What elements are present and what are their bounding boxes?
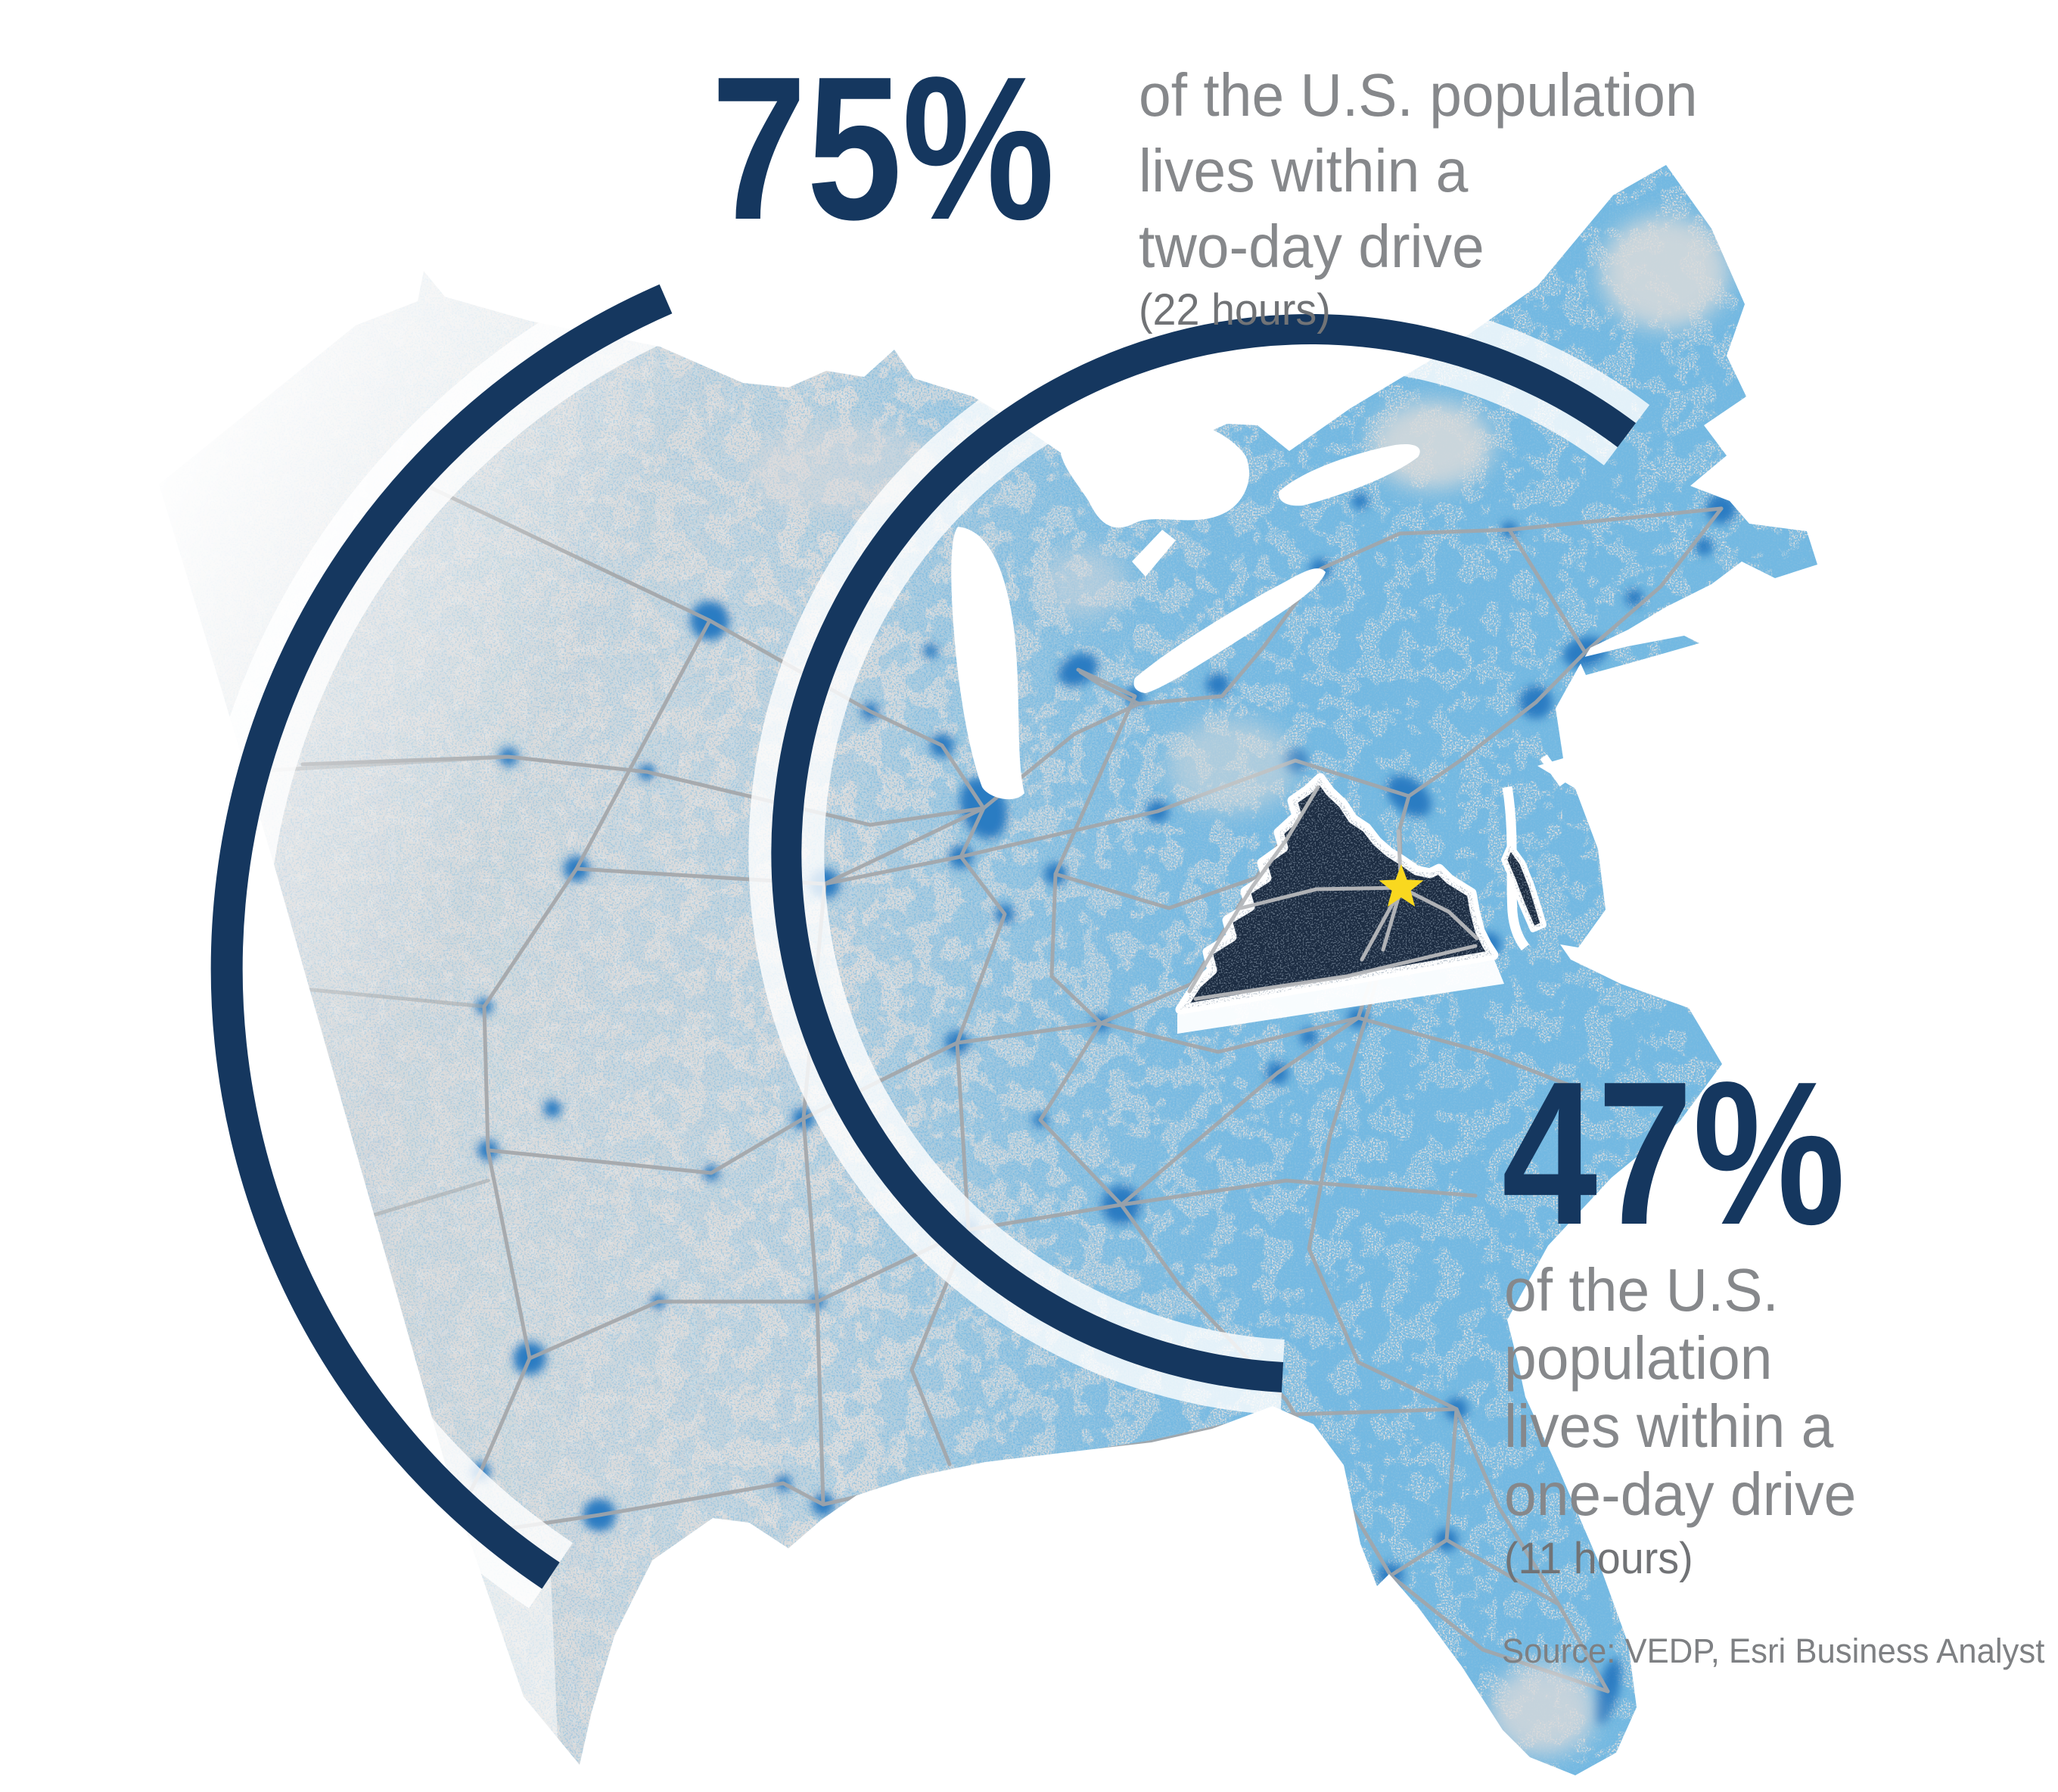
lake-huron bbox=[1061, 414, 1250, 528]
two-day-description: of the U.S. population lives within a tw… bbox=[1139, 58, 1698, 285]
source-text: Source: VEDP, Esri Business Analyst bbox=[1502, 1632, 2045, 1670]
one-day-percent: 47% bbox=[1502, 1040, 1845, 1268]
one-day-description: of the U.S. population lives within a on… bbox=[1504, 1256, 1856, 1529]
one-day-description-line: lives within a bbox=[1504, 1392, 1834, 1460]
delaware-bay bbox=[1540, 754, 1567, 787]
two-day-drive-arc bbox=[210, 284, 673, 1589]
two-day-description-line: of the U.S. population bbox=[1139, 61, 1698, 129]
saginaw-bay bbox=[1132, 530, 1176, 577]
one-day-description-line: one-day drive bbox=[1504, 1461, 1857, 1528]
one-day-description-line: of the U.S. bbox=[1504, 1256, 1779, 1324]
one-day-hours: (11 hours) bbox=[1504, 1534, 1693, 1583]
lake-erie bbox=[1133, 568, 1326, 693]
two-day-description-line: two-day drive bbox=[1139, 213, 1484, 280]
beyond-two-day-wash bbox=[0, 0, 666, 1792]
one-day-description-line: population bbox=[1504, 1324, 1773, 1392]
two-day-percent: 75% bbox=[711, 35, 1055, 263]
lake-ontario bbox=[1278, 443, 1420, 506]
chesapeake-bay bbox=[1502, 786, 1530, 951]
great-lakes bbox=[951, 414, 1567, 951]
two-day-description-line: lives within a bbox=[1139, 137, 1469, 204]
virginia-south-halo bbox=[1177, 960, 1504, 1034]
two-day-hours: (22 hours) bbox=[1139, 285, 1331, 334]
lake-michigan bbox=[951, 527, 1024, 800]
virginia-star-icon bbox=[1379, 864, 1424, 907]
one-day-drive-arc bbox=[771, 314, 1637, 1392]
